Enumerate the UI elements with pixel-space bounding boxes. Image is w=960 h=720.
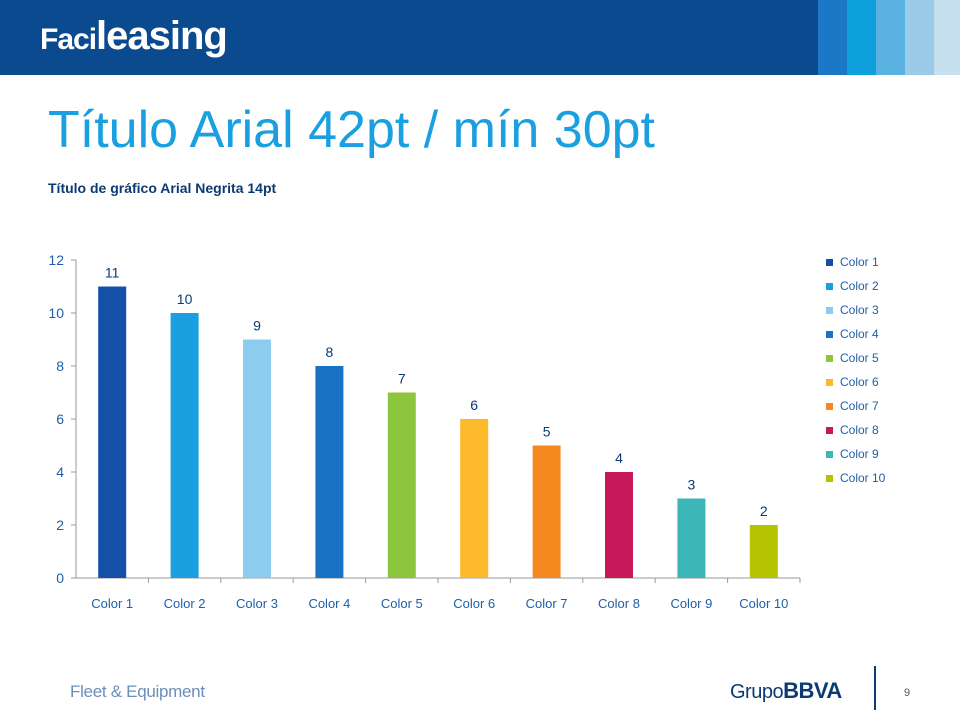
header-bar: Faci leasing: [0, 0, 960, 75]
data-label: 3: [688, 477, 696, 493]
legend-swatch: [826, 426, 833, 434]
footer-brand-bbva: BBVA: [783, 678, 842, 703]
logo-part-faci: Faci: [40, 23, 97, 56]
bar: [460, 419, 489, 578]
header-stripe: [818, 0, 847, 75]
legend-item: Color 7: [826, 394, 946, 418]
legend-label: Color 10: [840, 471, 886, 485]
y-tick-label: 6: [56, 411, 64, 427]
y-tick-label: 12: [48, 252, 64, 268]
legend-item: Color 4: [826, 322, 946, 346]
data-label: 10: [177, 291, 193, 307]
legend-swatch: [826, 258, 833, 266]
x-tick-label: Color 4: [308, 596, 350, 611]
x-tick-label: Color 5: [381, 596, 423, 611]
y-tick-label: 8: [56, 358, 64, 374]
bar: [243, 339, 271, 578]
legend-swatch: [826, 474, 833, 482]
x-tick-label: Color 10: [739, 596, 788, 611]
legend-item: Color 1: [826, 250, 946, 274]
header-stripe: [876, 0, 905, 75]
bar: [170, 313, 199, 578]
legend-swatch: [826, 378, 833, 386]
legend-item: Color 5: [826, 346, 946, 370]
bar: [98, 286, 127, 578]
footer-divider: [874, 666, 876, 710]
bar-chart: 0 2 4 6 8 10 12 11 Color 1 10 Color 2 9 Color 3 8 Colo…: [48, 252, 801, 611]
y-tick-label: 4: [56, 464, 64, 480]
data-label: 11: [105, 265, 120, 281]
footer-brand-grupo: Grupo: [730, 681, 784, 703]
x-tick-label: Color 9: [670, 596, 712, 611]
legend-item: Color 3: [826, 298, 946, 322]
header-stripe: [847, 0, 876, 75]
y-tick-label: 2: [56, 517, 64, 533]
legend-item: Color 8: [826, 418, 946, 442]
grupo-bbva-logo: Grupo BBVA: [730, 678, 842, 704]
bar: [387, 392, 416, 578]
chart-legend: Color 1 Color 2 Color 3 Color 4 Color 5 Color…: [826, 250, 946, 490]
data-label: 4: [615, 450, 623, 466]
legend-label: Color 6: [840, 375, 879, 389]
legend-swatch: [826, 330, 833, 338]
legend-swatch: [826, 402, 833, 410]
header-stripe: [934, 0, 960, 75]
legend-label: Color 2: [840, 279, 879, 293]
x-tick-label: Color 8: [598, 596, 640, 611]
data-label: 8: [326, 344, 334, 360]
logo-part-leasing: leasing: [96, 14, 228, 58]
bar: [315, 366, 344, 578]
legend-label: Color 9: [840, 447, 879, 461]
header-stripe: [905, 0, 934, 75]
data-label: 5: [543, 424, 551, 440]
bar: [532, 445, 561, 578]
legend-item: Color 9: [826, 442, 946, 466]
legend-swatch: [826, 354, 833, 362]
legend-swatch: [826, 450, 833, 458]
x-tick-label: Color 2: [164, 596, 206, 611]
legend-label: Color 1: [840, 255, 879, 269]
bar: [677, 498, 706, 578]
x-tick-label: Color 3: [236, 596, 278, 611]
page-title: Título Arial 42pt / mín 30pt: [48, 101, 655, 159]
chart-title: Título de gráfico Arial Negrita 14pt: [48, 180, 277, 196]
legend-label: Color 3: [840, 303, 879, 317]
legend-item: Color 10: [826, 466, 946, 490]
data-label: 2: [760, 503, 768, 519]
x-tick-label: Color 7: [526, 596, 568, 611]
data-label: 9: [253, 318, 261, 334]
y-tick-label: 0: [56, 570, 64, 586]
x-tick-label: Color 6: [453, 596, 495, 611]
page-number: 9: [904, 687, 911, 699]
bar: [605, 472, 633, 578]
legend-label: Color 7: [840, 399, 879, 413]
y-tick-label: 10: [48, 305, 64, 321]
legend-label: Color 4: [840, 327, 879, 341]
legend-item: Color 2: [826, 274, 946, 298]
legend-label: Color 5: [840, 351, 879, 365]
legend-swatch: [826, 306, 833, 314]
footer-fleet-equipment: Fleet & Equipment: [70, 682, 205, 701]
legend-item: Color 6: [826, 370, 946, 394]
data-label: 7: [398, 371, 406, 387]
data-label: 6: [470, 397, 478, 413]
legend-label: Color 8: [840, 423, 879, 437]
bar: [749, 525, 778, 578]
facileasing-logo: Faci leasing: [40, 14, 228, 64]
legend-swatch: [826, 282, 833, 290]
x-tick-label: Color 1: [91, 596, 133, 611]
